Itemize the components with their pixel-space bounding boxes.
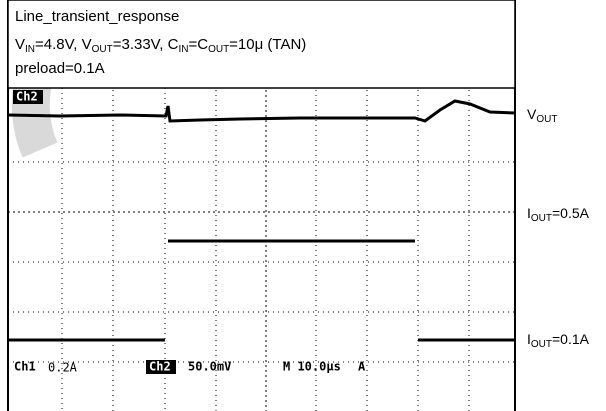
header-preload: preload=0.1A: [15, 60, 105, 77]
text-part: =0.1A: [552, 331, 590, 347]
vout-trace: [7, 99, 516, 123]
subscript: OUT: [531, 213, 552, 224]
trigger-label: A: [358, 360, 366, 374]
ch1-label: Ch1: [14, 360, 36, 374]
subscript: IN: [25, 44, 35, 55]
iout-high-label: IOUT=0.5A: [527, 205, 590, 224]
text-part: I: [527, 331, 531, 347]
subscript: IN: [178, 44, 188, 55]
header-conditions: VIN=4.8V, VOUT=3.33V, CIN=COUT=10μ (TAN): [15, 36, 306, 55]
text-part: =4.8V, V: [35, 36, 92, 53]
header-title: Line_transient_response: [15, 8, 179, 25]
ch2-marker: Ch2: [16, 90, 38, 104]
ch1-scale: 0.2A: [48, 361, 78, 375]
text-part: =0.5A: [552, 205, 590, 221]
subscript: OUT: [536, 114, 557, 125]
ch2-label: Ch2: [149, 360, 171, 374]
vout-label: VOUT: [527, 106, 557, 125]
ch2-scale: 50.0mV: [188, 360, 231, 374]
ch2-badge-bg: [146, 360, 176, 374]
text-part: V: [527, 106, 537, 122]
text-part: V: [15, 36, 25, 53]
center-axes: [8, 0, 515, 411]
text-part: =3.33V, C: [113, 36, 179, 53]
header-box: [7, 0, 516, 89]
grid: [8, 0, 515, 411]
ch2-marker-bg: [13, 90, 43, 104]
subscript: OUT: [92, 44, 113, 55]
text-part: =C: [188, 36, 208, 53]
subscript: OUT: [531, 339, 552, 350]
subscript: OUT: [208, 44, 229, 55]
text-part: I: [527, 205, 531, 221]
time-scale: M 10.0μs: [283, 360, 341, 374]
text-part: =10μ (TAN): [229, 36, 306, 53]
iout-low-label: IOUT=0.1A: [527, 331, 590, 350]
